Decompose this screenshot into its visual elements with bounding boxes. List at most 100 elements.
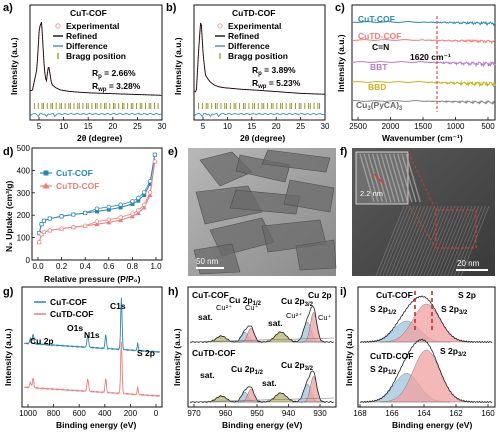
panel-i-xticks: 168 166 164 162 160 xyxy=(353,404,495,418)
s2p-envelope xyxy=(359,338,493,404)
isotherm-desorption-point xyxy=(142,190,147,195)
isotherm-desorption-point xyxy=(94,219,100,224)
panel-h-axes xyxy=(187,286,337,408)
panel-a-xtick-label: 30 xyxy=(158,122,167,131)
isotherm-desorption-point xyxy=(94,206,100,211)
panel-h: h) CuT-COF sat. Cu²⁺ Cu 2p1/2 Cu⁺ Cu 2p3… xyxy=(168,286,337,430)
peak-label-o1s: O1s xyxy=(67,323,83,333)
panel-b-rwp: Rwp = 5.23% xyxy=(252,78,301,90)
legend-cutd: CuTD-COF xyxy=(56,181,99,191)
panel-b-refined-series xyxy=(194,22,326,95)
panel-b-rp: Rp = 3.89% xyxy=(252,65,296,77)
isotherm-point-cut xyxy=(95,209,99,214)
peak-label-c1s: C1s xyxy=(110,301,126,311)
lattice-fringe xyxy=(423,205,453,277)
isotherm-point-cutd xyxy=(118,217,123,223)
inset-fringe xyxy=(363,153,379,203)
panel-c-xtick-label: 2500 xyxy=(349,122,367,131)
panel-g: g) CuT-COF CuTD-COF Cu 2p O1s N1s C1s S … xyxy=(3,286,163,430)
inset-fringe xyxy=(376,153,392,203)
inset-fringe xyxy=(367,153,384,203)
panel-c-ylabel: Intensity (a.u.) xyxy=(336,34,346,92)
isotherm-point-cutd xyxy=(130,213,135,219)
legend-marker-cutd xyxy=(42,182,50,189)
isotherm-desorption-point xyxy=(147,190,153,195)
panel-g-xtick-label: 0 xyxy=(154,409,159,418)
inset-fringe xyxy=(384,153,400,203)
panel-i-axes xyxy=(357,286,496,408)
h-label-cuplus-1: Cu⁺ xyxy=(245,303,259,312)
lattice-fringe xyxy=(446,205,476,277)
isotherm-desorption-point xyxy=(59,214,64,219)
lattice-fringe xyxy=(450,205,480,277)
isotherm-point-cutd xyxy=(141,204,147,210)
panel-g-xtick-label: 1000 xyxy=(19,409,37,418)
panel-a-xlabel: 2θ (degree) xyxy=(77,133,122,143)
isotherm-desorption-point xyxy=(136,195,141,201)
s2p-envelope xyxy=(359,295,493,344)
lattice-fringe xyxy=(419,205,449,277)
panel-g-ylabel: Intensity (a.u.) xyxy=(3,328,13,386)
panel-b-xticks: 5 10 15 20 25 30 xyxy=(201,117,330,131)
h-label-sat-3: sat. xyxy=(200,370,215,380)
panel-a-xtick-label: 20 xyxy=(108,122,117,131)
legend-marker-cut xyxy=(43,170,49,176)
inset-fringe xyxy=(371,153,388,203)
panel-b-title: CuTD-COF xyxy=(232,8,275,18)
panel-a-axes xyxy=(29,4,163,121)
cn-label: C=N xyxy=(372,42,389,52)
panel-c-ftir-traces xyxy=(351,20,496,106)
panel-a-rwp: Rwp = 3.28% xyxy=(92,81,141,93)
cu2p-component-peak xyxy=(258,331,304,343)
panel-h-xticks: 970 960 950 940 930 xyxy=(187,404,327,418)
lattice-fringe xyxy=(395,205,425,277)
lattice-fringe xyxy=(426,205,456,277)
isotherm-desorption-point xyxy=(41,229,47,235)
isotherm-point-cut xyxy=(130,202,135,206)
panel-h-xlabel: Binding energy (eV) xyxy=(222,420,302,430)
panel-a-xtick-label: 10 xyxy=(59,122,68,131)
cn-wavenumber: 1620 cm⁻¹ xyxy=(410,52,451,62)
panel-h-xtick-label: 930 xyxy=(313,409,327,418)
lattice-fringe xyxy=(440,205,470,277)
panel-h-bottom-title: CuTD-COF xyxy=(192,348,235,358)
panel-i-xtick-label: 162 xyxy=(449,409,463,418)
s2p-fitted-peaks xyxy=(359,295,493,404)
panel-h-label: h) xyxy=(168,286,179,298)
isotherm-desorption-point xyxy=(136,208,141,213)
panel-c-xtick-label: 2000 xyxy=(382,122,400,131)
panel-e-label: e) xyxy=(168,146,178,158)
i-label-s2p: S 2p xyxy=(458,290,476,300)
panel-g-xtick-label: 200 xyxy=(124,409,138,418)
panel-d-xtick-label: 0.4 xyxy=(80,262,92,271)
isotherm-desorption-point xyxy=(59,226,64,231)
lattice-fringe xyxy=(460,205,490,277)
cu2p-envelope xyxy=(189,370,334,403)
zoom-connector-top xyxy=(407,151,437,211)
panel-i-bottom-title: CuTD-COF xyxy=(370,351,413,361)
panel-d-ylabel: N₂ Uptake (cm³/g) xyxy=(4,181,14,252)
h-label-cu2p12-b: Cu 2p1/2 xyxy=(231,364,264,376)
peak-label-n1s: N1s xyxy=(84,330,100,340)
isotherm-desorption-point xyxy=(47,228,52,233)
panel-i-xtick-label: 160 xyxy=(481,409,495,418)
tem-rods xyxy=(193,149,337,275)
lattice-fringe xyxy=(402,205,432,277)
panel-a-title: CuT-COF xyxy=(70,8,107,18)
panel-a-ylabel: Intensity (a.u.) xyxy=(9,37,19,95)
legend-cut: CuT-COF xyxy=(56,168,93,178)
panel-d-xticks: 0.0 0.2 0.4 0.6 0.8 1.0 xyxy=(32,257,162,271)
isotherm-point-cutd xyxy=(147,192,153,198)
isotherm-desorption-point xyxy=(130,199,135,204)
panel-d-xtick-label: 0.8 xyxy=(127,262,139,271)
isotherm-point-cut xyxy=(136,198,141,203)
panel-d-xtick-label: 0.0 xyxy=(32,262,44,271)
ftir-trace xyxy=(351,38,496,45)
lattice-fringe xyxy=(443,205,473,277)
lattice-fringe xyxy=(378,205,408,277)
lattice-fringe xyxy=(412,205,442,277)
panel-b-xtick-label: 10 xyxy=(223,122,232,131)
isotherm-point-cutd xyxy=(135,210,141,215)
trace-label-cu3: Cu3(PyCA)3 xyxy=(356,100,403,112)
survey-cutd-series xyxy=(23,341,161,398)
